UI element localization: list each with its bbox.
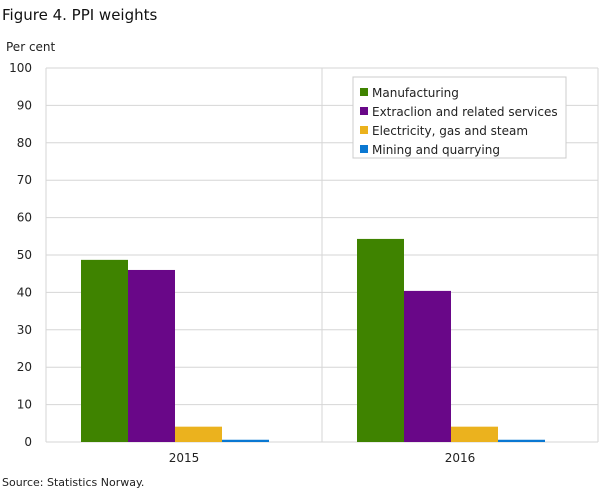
bar-mining-and-quarrying-2016 (498, 439, 545, 442)
x-tick-label: 2016 (445, 451, 476, 465)
bar-manufacturing-2016 (357, 238, 404, 442)
y-tick-label: 40 (17, 285, 32, 299)
y-tick-label: 100 (9, 61, 32, 75)
legend-label: Extraclion and related services (372, 105, 558, 119)
legend-box (352, 76, 567, 159)
legend-label: Electricity, gas and steam (372, 124, 528, 138)
bar-mining-and-quarrying-2015 (222, 439, 269, 442)
legend-swatch (360, 107, 368, 115)
bar-extraclion-and-related-services-2015 (128, 269, 175, 442)
y-tick-label: 10 (17, 398, 32, 412)
legend-label: Mining and quarrying (372, 143, 500, 157)
source-note: Source: Statistics Norway. (2, 476, 145, 489)
y-tick-label: 0 (24, 435, 32, 449)
legend-swatch (360, 88, 368, 96)
y-tick-label: 60 (17, 211, 32, 225)
bar-extraclion-and-related-services-2016 (404, 290, 451, 442)
y-tick-label: 20 (17, 360, 32, 374)
legend-label: Manufacturing (372, 86, 459, 100)
legend-swatch (360, 126, 368, 134)
x-tick-label: 2015 (169, 451, 200, 465)
y-tick-label: 50 (17, 248, 32, 262)
y-tick-label: 90 (17, 98, 32, 112)
y-tick-label: 80 (17, 136, 32, 150)
legend-swatch (360, 145, 368, 153)
chart-title: Figure 4. PPI weights (2, 6, 158, 24)
bar-electricity-gas-and-steam-2015 (175, 426, 222, 442)
y-tick-label: 30 (17, 323, 32, 337)
bar-manufacturing-2015 (81, 259, 128, 442)
bar-electricity-gas-and-steam-2016 (451, 426, 498, 442)
y-axis-label: Per cent (6, 40, 56, 54)
y-tick-label: 70 (17, 173, 32, 187)
